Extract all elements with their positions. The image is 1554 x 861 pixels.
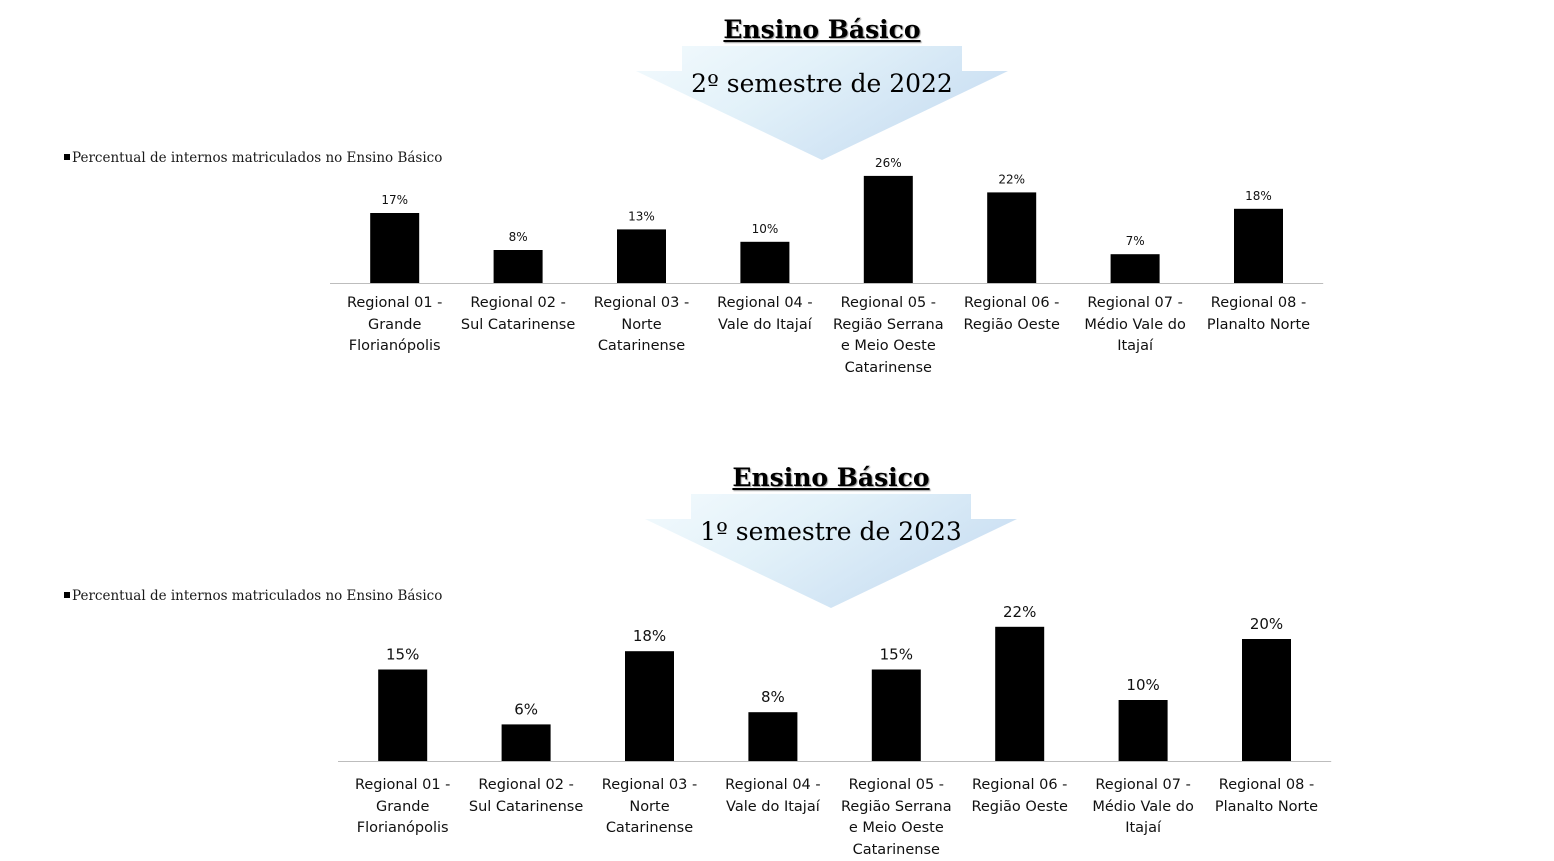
x-tick-label: Regional 08 - Planalto Norte (1206, 295, 1311, 333)
bar-chart: 17% 8% 13% 10% 26% 22% 7% 18% (330, 156, 1324, 284)
x-tick-label: Regional 02 - Sul Catarinense (460, 295, 576, 333)
bar (871, 669, 921, 761)
x-tick-label: Regional 01 - Grande Florianópolis (346, 295, 443, 354)
x-tick-label: Regional 05 - Região Serrana e Meio Oest… (832, 295, 944, 376)
bar (863, 175, 913, 283)
x-tick-label: Regional 07 - Médio Vale do Itajaí (1084, 295, 1186, 354)
x-tick-label: Regional 02 - Sul Catarinense (468, 777, 584, 815)
x-tick-label: Regional 05 - Região Serrana e Meio Oest… (840, 777, 952, 858)
x-tick-label: Regional 03 - Norte Catarinense (601, 777, 698, 836)
data-label: 18% (633, 627, 666, 645)
legend-label: Percentual de internos matriculados no E… (72, 588, 443, 604)
data-label: 13% (628, 209, 655, 223)
bar (748, 712, 798, 761)
bar (370, 213, 420, 283)
x-tick-label: Regional 03 - Norte Catarinense (593, 295, 690, 354)
legend-swatch (64, 154, 70, 160)
data-label: 10% (752, 222, 779, 236)
down-arrow-banner (636, 46, 1008, 160)
bar (625, 651, 674, 761)
data-label: 22% (998, 172, 1025, 186)
bar (987, 192, 1037, 283)
chart-panel-2022: Ensino Básico 2º semestre de 2022 Percen… (0, 0, 1554, 400)
bar (995, 626, 1045, 761)
data-label: 8% (761, 688, 785, 706)
data-label: 20% (1250, 615, 1283, 633)
x-tick-label: Regional 01 - Grande Florianópolis (354, 777, 451, 836)
bar (1110, 254, 1160, 283)
x-tick-label: Regional 07 - Médio Vale do Itajaí (1092, 777, 1194, 836)
data-label: 10% (1126, 676, 1159, 694)
bar (617, 229, 666, 283)
data-label: 15% (386, 646, 419, 664)
chart-subtitle: 1º semestre de 2023 (700, 517, 962, 546)
legend-swatch (64, 592, 70, 598)
x-tick-label: Regional 06 - Região Oeste (971, 777, 1068, 815)
bar-chart: 15% 6% 18% 8% 15% 22% 10% 20% (338, 603, 1332, 762)
bar (740, 241, 790, 283)
chart-title: Ensino Básico (723, 15, 921, 44)
legend: Percentual de internos matriculados no E… (64, 588, 442, 604)
data-label: 15% (880, 646, 913, 664)
data-label: 18% (1245, 189, 1272, 203)
bar (1118, 700, 1168, 761)
bar (1234, 208, 1283, 283)
bar (493, 250, 543, 283)
bar (1242, 639, 1291, 761)
down-arrow-banner (645, 494, 1017, 608)
x-tick-label: Regional 08 - Planalto Norte (1214, 777, 1319, 815)
x-tick-label: Regional 06 - Região Oeste (963, 295, 1060, 333)
data-label: 7% (1126, 234, 1145, 248)
bar (501, 724, 551, 761)
chart-subtitle: 2º semestre de 2022 (691, 69, 953, 98)
legend: Percentual de internos matriculados no E… (64, 150, 442, 166)
legend-label: Percentual de internos matriculados no E… (72, 150, 443, 166)
data-label: 26% (875, 156, 902, 170)
data-label: 17% (381, 193, 408, 207)
data-label: 6% (514, 700, 538, 718)
x-tick-label: Regional 04 - Vale do Itajaí (725, 777, 821, 815)
x-tick-label: Regional 04 - Vale do Itajaí (717, 295, 813, 333)
chart-panel-2023: Ensino Básico 1º semestre de 2023 Percen… (0, 448, 1554, 858)
chart-title: Ensino Básico (732, 463, 930, 492)
bar (378, 669, 428, 761)
data-label: 22% (1003, 603, 1036, 621)
data-label: 8% (509, 230, 528, 244)
